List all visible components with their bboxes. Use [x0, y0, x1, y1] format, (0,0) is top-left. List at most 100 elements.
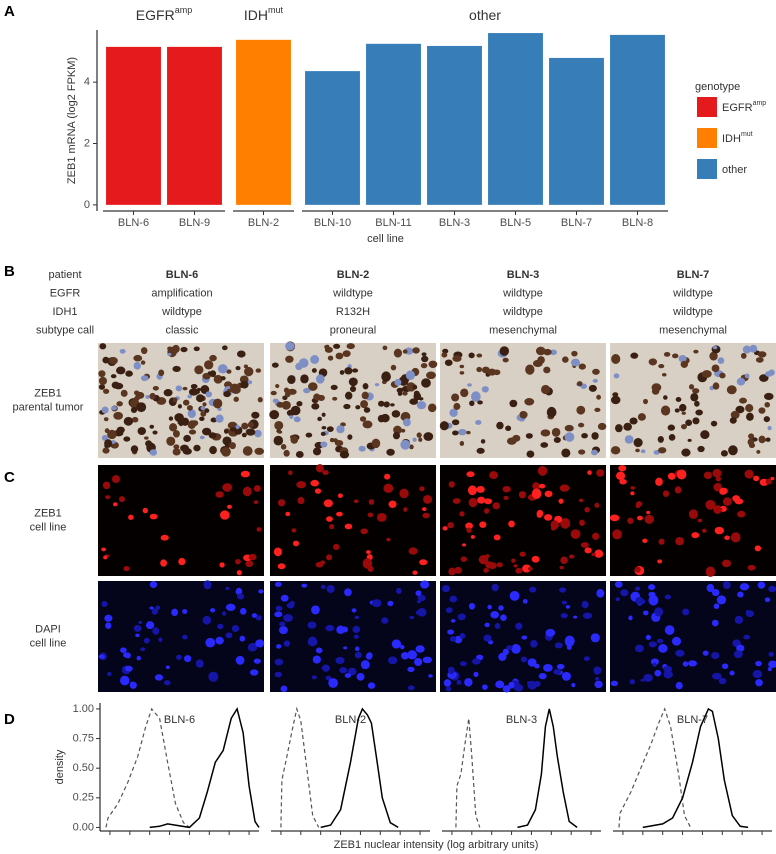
nucleus — [335, 656, 345, 665]
nucleus — [348, 377, 358, 387]
nucleus — [757, 351, 767, 358]
nucleus — [466, 527, 472, 533]
nucleus — [255, 368, 262, 373]
nucleus — [674, 408, 680, 413]
micrograph — [610, 343, 776, 458]
nucleus — [700, 430, 710, 440]
nucleus — [755, 660, 762, 667]
nucleus — [178, 557, 186, 566]
nucleus — [768, 660, 776, 668]
nucleus — [447, 522, 454, 529]
nucleus — [235, 424, 240, 430]
nucleus — [367, 565, 374, 572]
nucleus — [655, 477, 663, 486]
x-tick-label: BLN-2 — [248, 217, 279, 229]
nucleus — [465, 522, 474, 530]
nucleus — [679, 403, 687, 412]
nucleus — [642, 398, 649, 405]
nucleus — [104, 439, 113, 448]
nucleus — [135, 633, 140, 638]
nucleus — [326, 516, 333, 522]
nucleus — [308, 636, 318, 647]
nucleus — [711, 364, 720, 373]
nucleus — [140, 647, 146, 652]
nucleus — [499, 346, 510, 356]
nucleus — [593, 666, 602, 675]
nucleus — [654, 669, 662, 677]
nucleus — [276, 401, 285, 408]
micrograph — [269, 341, 438, 459]
table-cell: amplification — [151, 287, 212, 299]
nucleus — [152, 627, 160, 635]
nucleus — [580, 542, 589, 548]
micrograph-bg — [270, 581, 436, 692]
table-cell: wildtype — [502, 287, 543, 299]
nucleus — [443, 679, 452, 687]
nucleus — [658, 644, 668, 653]
nucleus — [445, 686, 452, 692]
nucleus — [705, 499, 716, 510]
nucleus — [277, 563, 286, 570]
nucleus — [142, 507, 148, 514]
nucleus — [226, 504, 232, 509]
legend-label-main: IDH — [722, 133, 741, 145]
nucleus — [590, 449, 598, 456]
nucleus — [149, 513, 158, 520]
nucleus — [254, 447, 265, 455]
nucleus — [651, 387, 660, 395]
nucleus — [448, 481, 455, 488]
nucleus — [333, 343, 341, 349]
nucleus — [205, 637, 216, 648]
nucleus — [441, 352, 448, 358]
nucleus — [419, 559, 428, 566]
nucleus — [212, 398, 223, 409]
nucleus — [681, 448, 691, 457]
nucleus — [726, 385, 737, 395]
nucleus — [409, 398, 419, 405]
nucleus — [217, 364, 228, 374]
nucleus — [311, 403, 320, 410]
nucleus — [637, 515, 643, 521]
nucleus — [393, 348, 403, 358]
density-curve — [517, 708, 578, 829]
row-label: IDH1 — [52, 306, 77, 318]
nucleus — [160, 559, 168, 567]
nucleus — [422, 512, 430, 519]
nucleus — [663, 352, 671, 357]
nucleus — [719, 487, 728, 495]
nucleus — [447, 666, 455, 675]
nucleus — [447, 629, 455, 635]
facet-title: BLN-3 — [506, 714, 537, 726]
nucleus — [401, 651, 410, 660]
nucleus — [468, 602, 476, 610]
nucleus — [378, 400, 385, 407]
nucleus — [287, 375, 296, 384]
nucleus — [291, 528, 297, 533]
nucleus — [103, 555, 108, 560]
nucleus — [475, 419, 482, 425]
nucleus — [610, 446, 621, 455]
nucleus — [149, 424, 155, 429]
nucleus — [194, 365, 204, 375]
nucleus — [706, 583, 715, 593]
nucleus — [210, 608, 216, 613]
nucleus — [630, 486, 636, 490]
nucleus — [225, 603, 236, 612]
nucleus — [276, 644, 282, 649]
nucleus — [176, 654, 182, 660]
nucleus — [525, 433, 533, 439]
nucleus — [543, 366, 551, 374]
nucleus — [394, 378, 402, 386]
nucleus — [490, 611, 499, 619]
nucleus — [149, 606, 154, 610]
nucleus — [311, 368, 317, 373]
nucleus — [391, 639, 402, 649]
nucleus — [615, 424, 623, 433]
nucleus — [151, 608, 159, 615]
nucleus — [329, 524, 335, 530]
nucleus — [763, 392, 774, 401]
nucleus — [506, 645, 513, 650]
density-curve-dashed — [280, 706, 320, 828]
nucleus — [415, 645, 425, 653]
nucleus — [383, 401, 390, 408]
